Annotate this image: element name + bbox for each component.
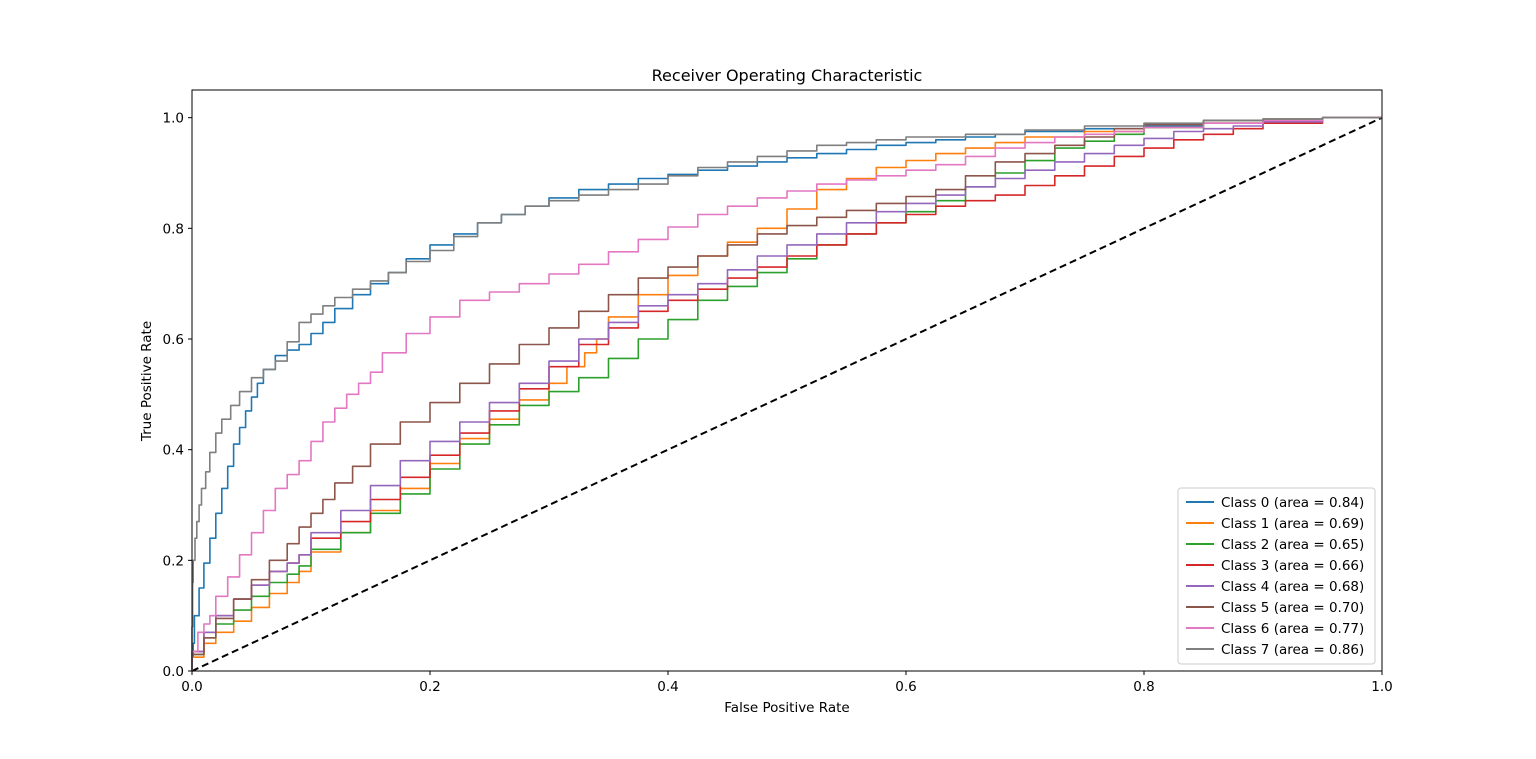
x-tick-label: 0.2: [419, 679, 440, 695]
legend-label-class-1: Class 1 (area = 0.69): [1221, 516, 1364, 532]
y-tick-label: 0.4: [163, 443, 184, 459]
legend-label-class-7: Class 7 (area = 0.86): [1221, 642, 1364, 658]
diagonal-reference-line: [191, 116, 1383, 672]
legend-label-class-2: Class 2 (area = 0.65): [1221, 537, 1364, 553]
legend-label-class-4: Class 4 (area = 0.68): [1221, 579, 1364, 595]
x-tick-label: 0.0: [181, 679, 202, 695]
legend-label-class-5: Class 5 (area = 0.70): [1221, 600, 1364, 616]
axes-frame: [191, 89, 1383, 672]
y-tick-label: 0.6: [163, 332, 184, 348]
plot-area: [191, 116, 1383, 672]
roc-curve-class-7: [191, 116, 1382, 671]
y-tick-label: 0.0: [163, 664, 184, 680]
legend-label-class-6: Class 6 (area = 0.77): [1221, 621, 1364, 637]
chart-title: Receiver Operating Characteristic: [652, 66, 923, 85]
x-tick-label: 0.6: [895, 679, 916, 695]
axis-ticks: 0.0 0.2 0.4 0.6 0.8 1.0 0.0 0.2 0.4 0.6 0.8 1.0: [163, 111, 1393, 695]
legend-label-class-0: Class 0 (area = 0.84): [1221, 495, 1364, 511]
y-tick-label: 1.0: [163, 111, 184, 127]
roc-curve-class-5: [191, 116, 1382, 671]
x-tick-label: 0.8: [1133, 679, 1154, 695]
y-tick-label: 0.2: [163, 553, 184, 569]
x-axis-label: False Positive Rate: [724, 700, 849, 716]
y-axis-label: True Positive Rate: [139, 321, 155, 442]
roc-curve-class-4: [191, 116, 1382, 671]
x-tick-label: 0.4: [657, 679, 678, 695]
x-tick-label: 1.0: [1371, 679, 1392, 695]
legend-box: [1177, 487, 1376, 665]
y-tick-label: 0.8: [163, 221, 184, 237]
legend: Class 0 (area = 0.84) Class 1 (area = 0.6…: [1177, 487, 1376, 665]
legend-label-class-3: Class 3 (area = 0.66): [1221, 558, 1364, 574]
roc-curve-class-6: [191, 116, 1382, 671]
